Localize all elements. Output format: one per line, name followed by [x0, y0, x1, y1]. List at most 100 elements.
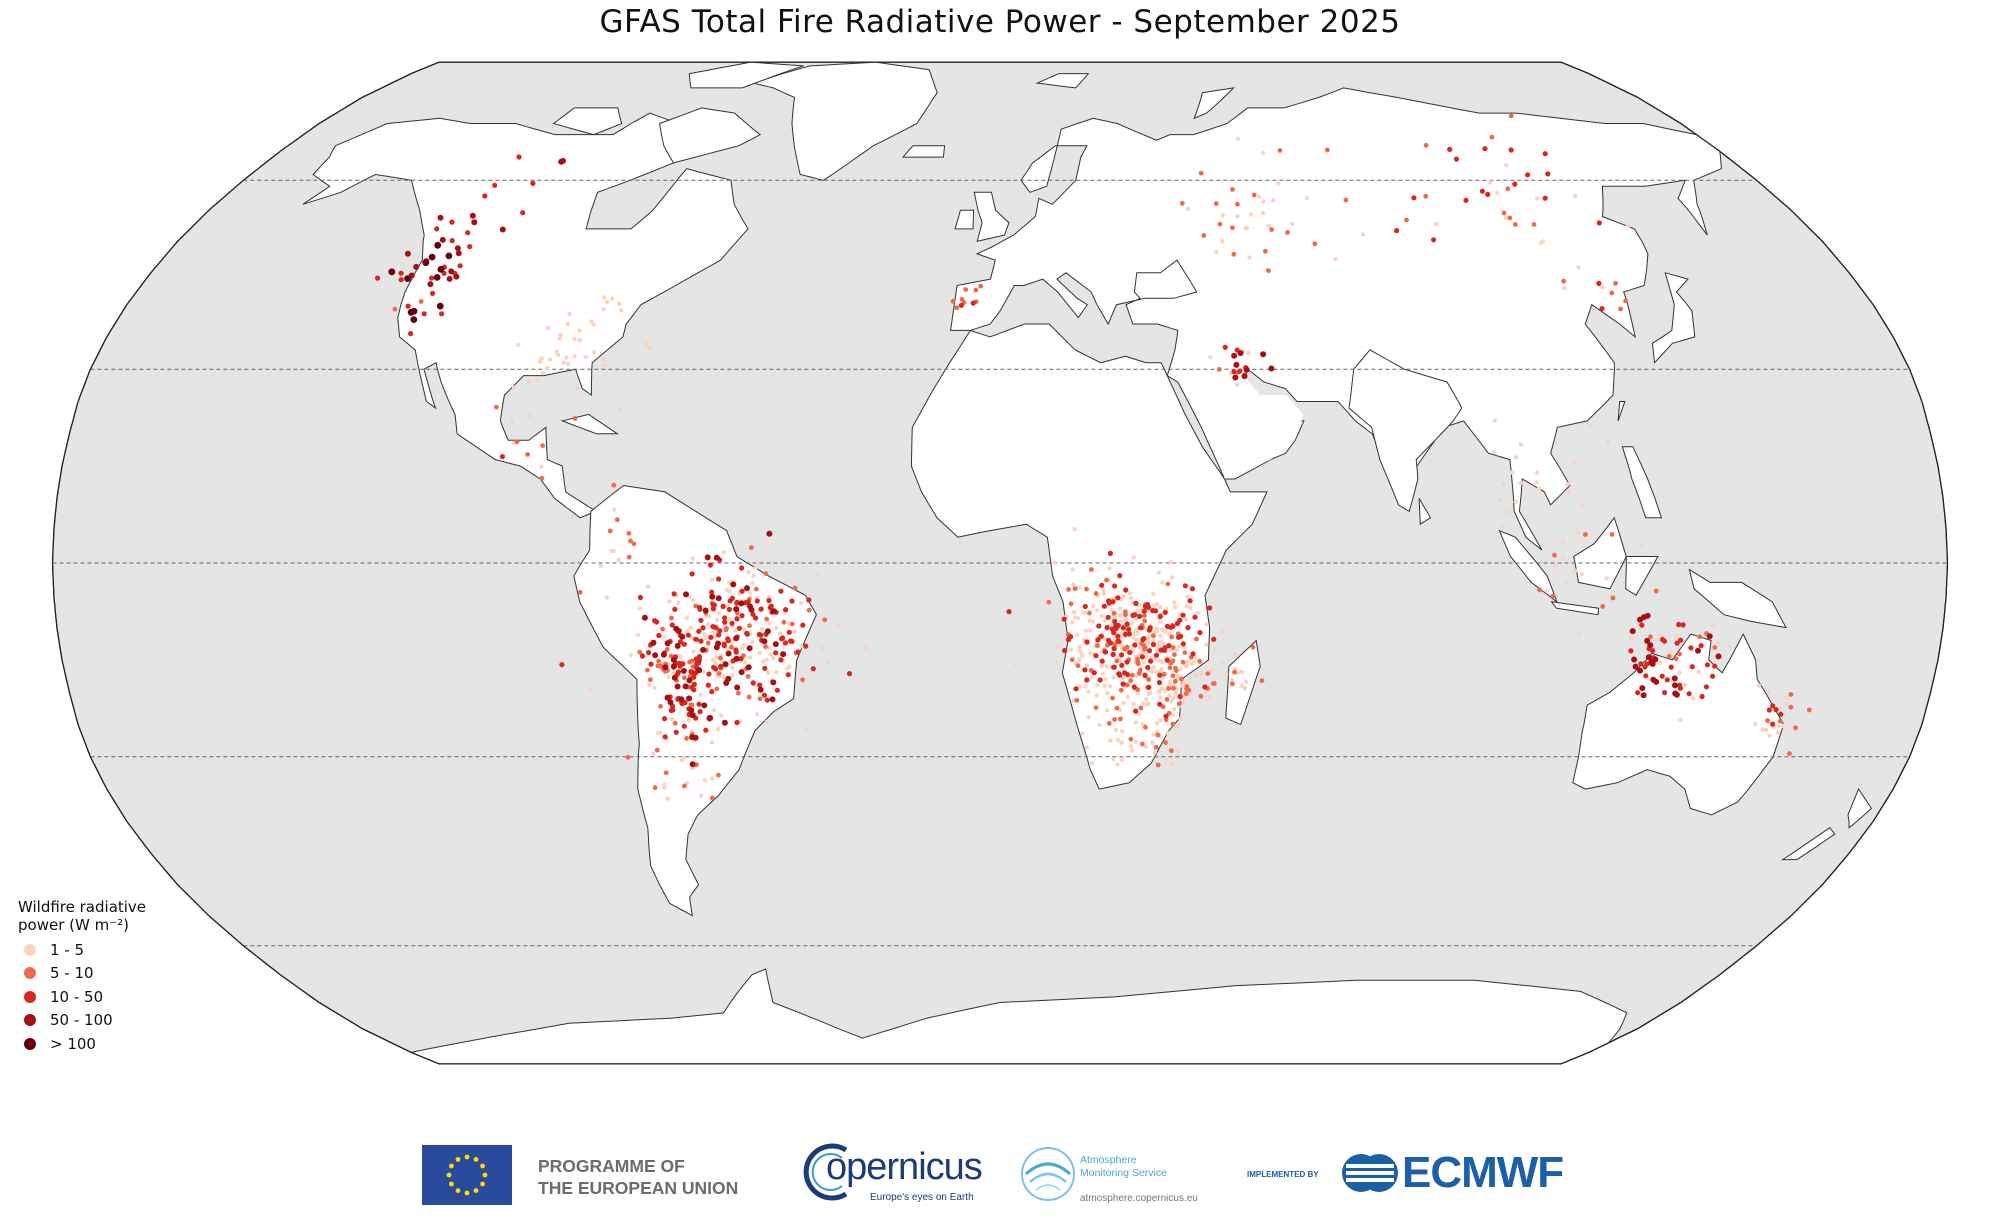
- fire-point: [1538, 240, 1544, 245]
- fire-point: [1507, 215, 1513, 221]
- fire-point: [1093, 653, 1099, 659]
- fire-point: [1706, 633, 1713, 640]
- fire-point: [764, 697, 770, 703]
- fire-point: [1142, 618, 1148, 624]
- fire-point: [512, 385, 517, 390]
- fire-point: [1242, 685, 1248, 691]
- fire-point: [1151, 638, 1156, 643]
- fire-point: [492, 182, 498, 188]
- fire-point: [1198, 170, 1204, 176]
- fire-point: [572, 354, 577, 359]
- fire-point: [516, 154, 522, 160]
- fire-point: [1232, 669, 1237, 675]
- fire-point: [1237, 350, 1244, 357]
- land-uk: [973, 191, 1010, 242]
- fire-point: [1145, 601, 1151, 608]
- fire-point: [1560, 540, 1566, 545]
- fire-point: [1653, 588, 1659, 594]
- fire-point: [1504, 510, 1510, 515]
- legend-label: 5 - 10: [50, 964, 94, 983]
- fire-point: [1110, 599, 1116, 605]
- fire-point: [1090, 603, 1096, 609]
- fire-point: [1137, 646, 1142, 651]
- land-sumatra: [1498, 529, 1558, 604]
- fire-point: [1131, 701, 1136, 707]
- fire-point: [1102, 618, 1108, 623]
- fire-point: [1211, 681, 1217, 686]
- fire-point: [1613, 280, 1618, 286]
- fire-point: [751, 573, 756, 579]
- fire-point: [1145, 641, 1151, 646]
- fire-point: [1101, 591, 1107, 597]
- fire-point: [1121, 593, 1126, 599]
- fire-point: [745, 664, 752, 671]
- copernicus-tagline: Europe's eyes on Earth: [870, 1192, 974, 1203]
- fire-point: [1565, 580, 1570, 586]
- land-new-zealand-s: [1781, 827, 1836, 861]
- fire-point: [1197, 630, 1203, 636]
- fire-point: [709, 593, 716, 600]
- fire-point: [721, 643, 727, 649]
- fire-point: [1089, 567, 1094, 572]
- land-eurasia: [950, 87, 1722, 551]
- fire-point: [1116, 671, 1122, 677]
- fire-point: [1177, 693, 1183, 700]
- fire-point: [1130, 748, 1135, 753]
- fire-point: [1176, 701, 1182, 707]
- fire-point: [1162, 609, 1168, 616]
- fire-point: [405, 303, 411, 309]
- fire-point: [565, 321, 570, 327]
- fire-point: [388, 268, 396, 276]
- fire-point: [1697, 634, 1703, 640]
- fire-point: [421, 311, 427, 317]
- fire-point: [758, 606, 764, 612]
- fire-point: [1139, 654, 1145, 660]
- fire-point: [645, 584, 651, 589]
- fire-point: [1127, 649, 1133, 656]
- fire-point: [1501, 481, 1506, 486]
- fire-point: [1188, 605, 1193, 611]
- fire-point: [669, 615, 674, 621]
- fire-point: [661, 634, 666, 639]
- fire-point: [1269, 227, 1274, 233]
- fire-point: [718, 655, 723, 661]
- fire-point: [716, 576, 722, 582]
- fire-point: [469, 212, 476, 219]
- fire-point: [1628, 648, 1634, 654]
- fire-point: [1394, 228, 1400, 234]
- fire-point: [611, 482, 617, 488]
- fire-point: [625, 754, 631, 760]
- fire-point: [1604, 576, 1609, 581]
- fire-point: [453, 273, 460, 280]
- fire-point: [1159, 686, 1165, 691]
- fire-point: [1080, 610, 1086, 615]
- fire-point: [1677, 670, 1682, 675]
- fire-point: [1508, 147, 1514, 153]
- fire-point: [1230, 187, 1235, 192]
- fire-point: [676, 600, 681, 605]
- land-ireland: [954, 209, 975, 230]
- fire-point: [1179, 676, 1184, 682]
- fire-point: [753, 565, 759, 570]
- fire-point: [715, 640, 722, 647]
- fire-point: [750, 639, 755, 645]
- fire-point: [665, 796, 670, 801]
- fire-point: [652, 785, 658, 791]
- fire-point: [750, 680, 756, 686]
- fire-point: [1266, 268, 1271, 273]
- fire-point: [1084, 745, 1089, 750]
- fire-point: [1216, 367, 1222, 372]
- fire-point: [1503, 215, 1509, 221]
- fire-point: [679, 633, 686, 640]
- legend-label: 50 - 100: [50, 1011, 113, 1030]
- fire-point: [1304, 196, 1310, 201]
- fire-point: [1600, 285, 1605, 290]
- fire-point: [1243, 226, 1248, 231]
- fire-point: [1261, 150, 1266, 156]
- fire-point: [520, 210, 526, 216]
- fire-point: [664, 646, 670, 652]
- land-india: [1348, 349, 1463, 513]
- legend-item: 1 - 5: [18, 938, 146, 962]
- fire-point: [1806, 707, 1812, 713]
- fire-point: [1542, 195, 1548, 201]
